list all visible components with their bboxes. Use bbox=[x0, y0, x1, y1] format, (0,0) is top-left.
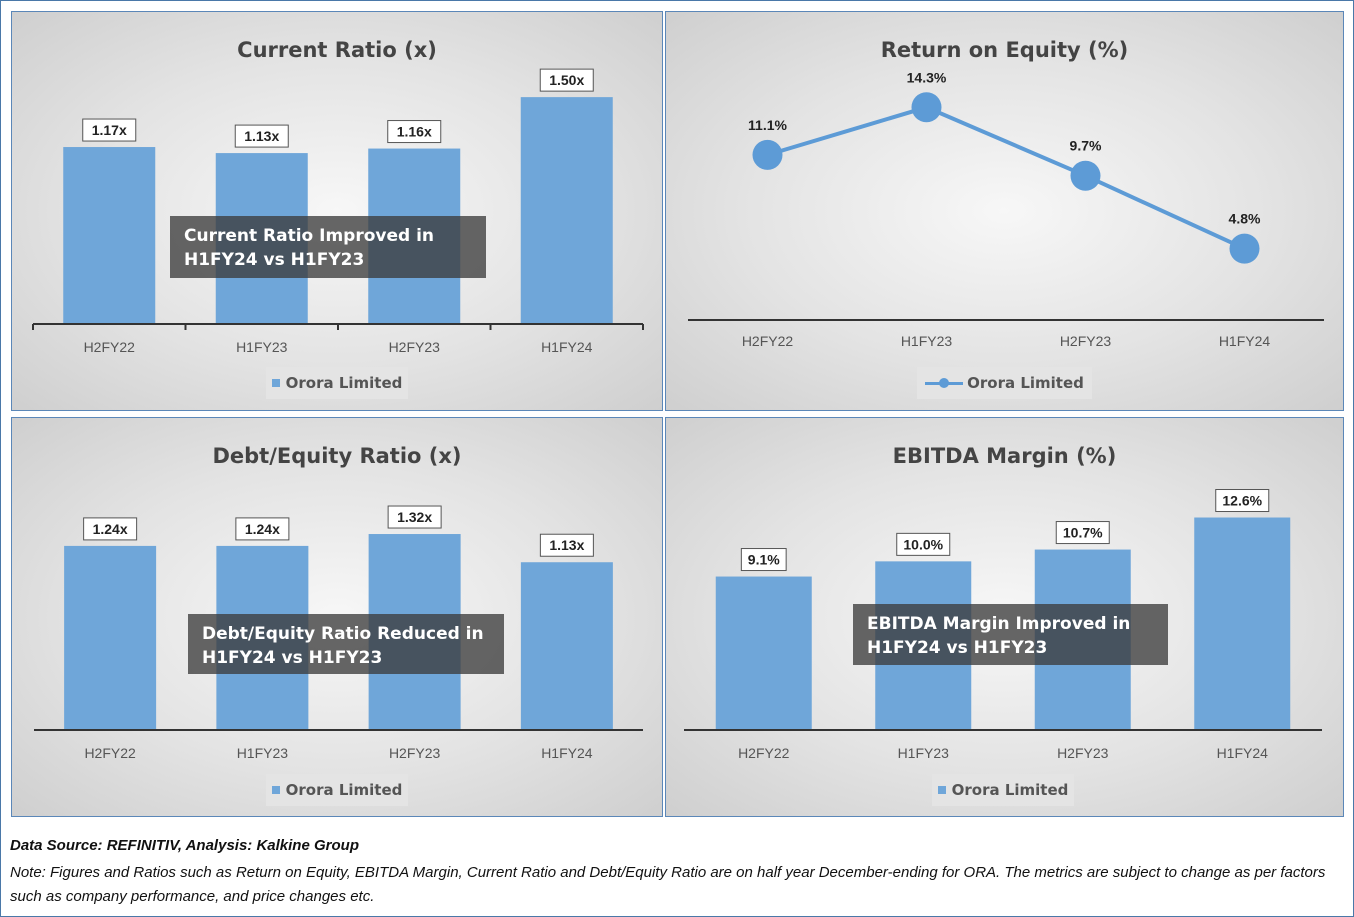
x-tick-label: H2FY22 bbox=[84, 745, 136, 761]
data-label: 1.32x bbox=[397, 509, 432, 525]
current-ratio-panel: Current Ratio (x) 1.17x 1.13x 1.16x 1.50x H2… bbox=[11, 11, 663, 411]
data-label: 14.3% bbox=[907, 69, 947, 85]
data-label: 1.24x bbox=[93, 521, 128, 537]
legend-swatch bbox=[271, 786, 280, 794]
bar-h1fy24 bbox=[1194, 517, 1291, 730]
data-label: 12.6% bbox=[1222, 493, 1262, 509]
data-label-box bbox=[234, 124, 289, 148]
data-label-box bbox=[539, 533, 594, 557]
x-tick-label: H2FY22 bbox=[742, 333, 794, 349]
x-tick-label: H1FY24 bbox=[541, 745, 593, 761]
x-tick-label: H1FY24 bbox=[1217, 745, 1269, 761]
chart-annotation: Debt/Equity Ratio Reduced in H1FY24 vs H… bbox=[188, 614, 504, 674]
data-point-h1fy24 bbox=[1229, 233, 1260, 264]
x-tick-label: H2FY22 bbox=[84, 339, 136, 355]
x-tick-label: H1FY23 bbox=[236, 339, 288, 355]
data-label-box bbox=[387, 505, 442, 529]
x-tick-label: H1FY24 bbox=[541, 339, 593, 355]
legend-label: Orora Limited bbox=[967, 374, 1084, 392]
chart-title: Debt/Equity Ratio (x) bbox=[212, 444, 462, 468]
bar-h2fy22 bbox=[715, 576, 812, 730]
data-label: 1.17x bbox=[92, 122, 127, 138]
legend-label: Orora Limited bbox=[285, 781, 403, 799]
data-label-box bbox=[740, 548, 787, 572]
x-tick-label: H2FY23 bbox=[1060, 333, 1112, 349]
data-label: 10.7% bbox=[1063, 525, 1103, 541]
x-tick-label: H1FY23 bbox=[898, 745, 950, 761]
data-source: Data Source: REFINITIV, Analysis: Kalkin… bbox=[10, 837, 359, 854]
data-label: 4.8% bbox=[1229, 211, 1261, 227]
legend-swatch bbox=[937, 786, 946, 794]
data-label-box bbox=[235, 517, 290, 541]
legend-label: Orora Limited bbox=[285, 374, 403, 392]
data-label: 10.0% bbox=[903, 536, 943, 552]
return-on-equity-panel: Return on Equity (%) 11.1% 14.3% 9.7% 4.8% H… bbox=[665, 11, 1344, 411]
x-tick-label: H2FY22 bbox=[738, 745, 790, 761]
x-tick-label: H1FY23 bbox=[901, 333, 953, 349]
data-label: 11.1% bbox=[748, 117, 787, 133]
footnote: Note: Figures and Ratios such as Return … bbox=[10, 864, 1326, 905]
data-label-box bbox=[387, 120, 442, 144]
data-point-h2fy22 bbox=[752, 139, 783, 170]
data-label: 9.1% bbox=[748, 552, 780, 568]
data-point-h2fy23 bbox=[1070, 160, 1101, 191]
data-label: 9.7% bbox=[1070, 138, 1102, 154]
legend-label: Orora Limited bbox=[951, 781, 1069, 799]
legend-line-swatch bbox=[925, 378, 964, 388]
data-label-box bbox=[1055, 521, 1110, 545]
x-tick-label: H2FY23 bbox=[389, 339, 441, 355]
chart-annotation: EBITDA Margin Improved in H1FY24 vs H1FY… bbox=[853, 604, 1168, 665]
legend-swatch bbox=[271, 379, 280, 387]
data-label: 1.16x bbox=[397, 124, 432, 140]
x-tick-label: H1FY23 bbox=[237, 745, 289, 761]
data-label-box bbox=[82, 118, 137, 142]
chart-title: Return on Equity (%) bbox=[880, 38, 1129, 62]
data-label-box bbox=[896, 532, 951, 556]
current-ratio-chart: 1.17x 1.13x 1.16x 1.50x H2FY22 H1FY23 H2FY23 H1… bbox=[32, 68, 644, 355]
chart-title: EBITDA Margin (%) bbox=[892, 444, 1117, 468]
data-label: 1.24x bbox=[245, 521, 280, 537]
x-tick-label: H2FY23 bbox=[389, 745, 441, 761]
data-label: 1.50x bbox=[549, 72, 584, 88]
data-point-h1fy23 bbox=[911, 92, 942, 123]
chart-legend: Orora Limited bbox=[266, 367, 408, 399]
data-label-box bbox=[1215, 489, 1270, 513]
data-label: 1.13x bbox=[244, 128, 279, 144]
chart-legend: Orora Limited bbox=[932, 774, 1074, 806]
bar-h1fy24 bbox=[520, 562, 613, 730]
x-tick-label: H1FY24 bbox=[1219, 333, 1271, 349]
bar-h1fy24 bbox=[520, 97, 613, 324]
chart-annotation: Current Ratio Improved in H1FY24 vs H1FY… bbox=[170, 216, 486, 278]
chart-title: Current Ratio (x) bbox=[237, 38, 437, 62]
chart-legend: Orora Limited bbox=[917, 367, 1092, 399]
data-label-box bbox=[83, 517, 138, 541]
roe-line bbox=[766, 105, 1246, 251]
data-label: 1.13x bbox=[549, 537, 584, 553]
chart-legend: Orora Limited bbox=[266, 774, 408, 806]
bar-h2fy22 bbox=[63, 147, 156, 324]
debt-equity-chart: 1.24x 1.24x 1.32x 1.13x H2FY22 H1FY23 H2FY23 H1… bbox=[34, 505, 643, 761]
return-on-equity-chart: 11.1% 14.3% 9.7% 4.8% H2FY22 H1FY23 H2FY23 H1FY… bbox=[688, 69, 1324, 349]
bar-h2fy22 bbox=[64, 545, 157, 730]
data-label-box bbox=[539, 68, 594, 92]
ebitda-margin-panel: EBITDA Margin (%) 9.1% 10.0% 10.7% 12.6% H2F… bbox=[665, 417, 1344, 817]
x-tick-label: H2FY23 bbox=[1057, 745, 1109, 761]
debt-equity-panel: Debt/Equity Ratio (x) 1.24x 1.24x 1.32x 1.1… bbox=[11, 417, 663, 817]
